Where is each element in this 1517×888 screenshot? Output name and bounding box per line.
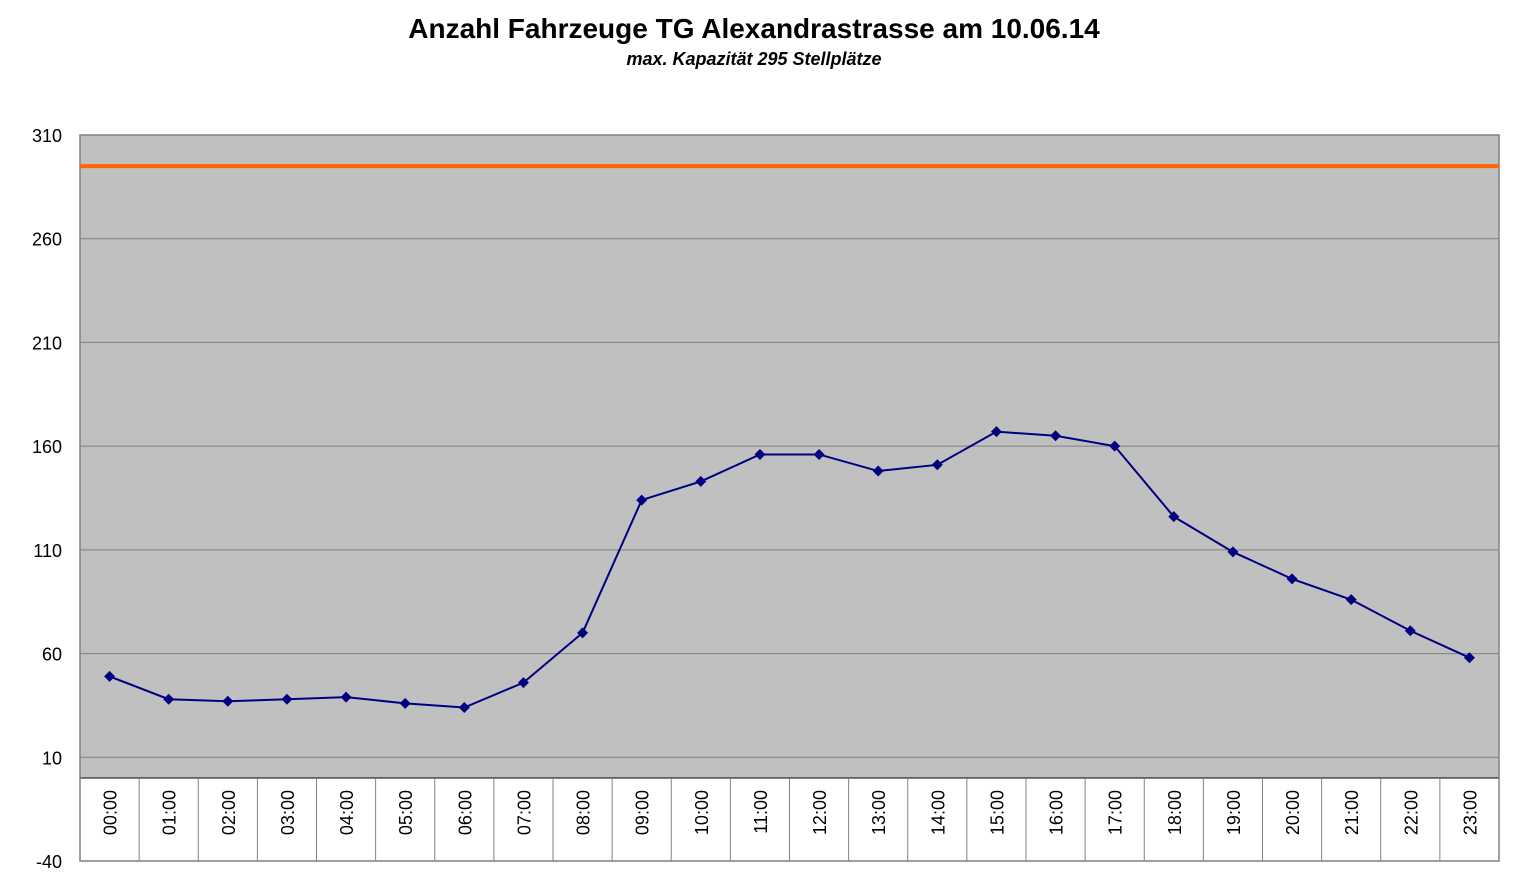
data-point xyxy=(1463,652,1475,664)
x-tick-label: 05:00 xyxy=(396,790,416,835)
x-tick-label: 00:00 xyxy=(101,790,121,835)
y-tick-label: 310 xyxy=(32,126,62,146)
x-tick-label: 02:00 xyxy=(219,790,239,835)
y-tick-label: 260 xyxy=(32,230,62,250)
data-point xyxy=(163,693,175,705)
data-point xyxy=(104,670,116,682)
x-tick-label: 11:00 xyxy=(751,790,771,834)
x-tick-label: 07:00 xyxy=(514,790,534,835)
data-point xyxy=(399,697,411,709)
x-tick-label: 20:00 xyxy=(1283,790,1303,835)
data-point xyxy=(1050,430,1062,442)
chart-subtitle: max. Kapazität 295 Stellplätze xyxy=(626,49,881,69)
data-point xyxy=(458,702,470,714)
x-tick-label: 22:00 xyxy=(1401,790,1421,835)
plot-border xyxy=(79,134,1500,862)
x-tick-label: 10:00 xyxy=(692,790,712,835)
x-tick-label: 01:00 xyxy=(160,790,180,835)
x-tick-label: 17:00 xyxy=(1106,790,1126,835)
plot-area xyxy=(80,135,1499,779)
data-point xyxy=(1404,625,1416,637)
data-point xyxy=(222,695,234,707)
x-tick-label: 14:00 xyxy=(928,790,948,835)
data-point xyxy=(990,426,1002,438)
data-point xyxy=(340,691,352,703)
x-tick-label: 08:00 xyxy=(574,790,594,835)
data-point xyxy=(754,448,766,460)
data-point xyxy=(695,475,707,487)
x-tick-label: 04:00 xyxy=(337,790,357,835)
x-tick-label: 16:00 xyxy=(1047,790,1067,835)
y-tick-label: 110 xyxy=(33,541,62,561)
y-tick-label: 160 xyxy=(32,437,62,457)
data-point xyxy=(636,494,648,506)
data-point xyxy=(872,465,884,477)
data-point xyxy=(1345,594,1357,606)
x-tick-label: 12:00 xyxy=(810,790,830,835)
data-line xyxy=(109,430,1470,709)
data-point xyxy=(1109,440,1121,452)
x-tick-label: 09:00 xyxy=(633,790,653,835)
data-point xyxy=(517,677,529,689)
x-tick-label: 18:00 xyxy=(1165,790,1185,835)
x-tick-label: 21:00 xyxy=(1342,790,1362,835)
x-tick-label: 23:00 xyxy=(1460,790,1480,835)
chart-title: Anzahl Fahrzeuge TG Alexandrastrasse am … xyxy=(408,13,1100,44)
data-point xyxy=(281,693,293,705)
y-tick-label: -40 xyxy=(36,852,62,872)
data-point xyxy=(1227,546,1239,558)
x-tick-label: 19:00 xyxy=(1224,790,1244,835)
data-point xyxy=(931,459,943,471)
x-tick-label: 13:00 xyxy=(869,790,889,835)
y-tick-label: 60 xyxy=(42,645,62,665)
data-point xyxy=(1168,511,1180,523)
x-tick-label: 15:00 xyxy=(987,790,1007,835)
data-point xyxy=(1286,573,1298,585)
data-point xyxy=(577,627,589,639)
y-tick-label: 10 xyxy=(42,748,62,768)
x-tick-label: 06:00 xyxy=(455,790,475,835)
x-tick-label: 03:00 xyxy=(278,790,298,835)
y-tick-label: 210 xyxy=(32,333,62,353)
data-point xyxy=(813,448,825,460)
